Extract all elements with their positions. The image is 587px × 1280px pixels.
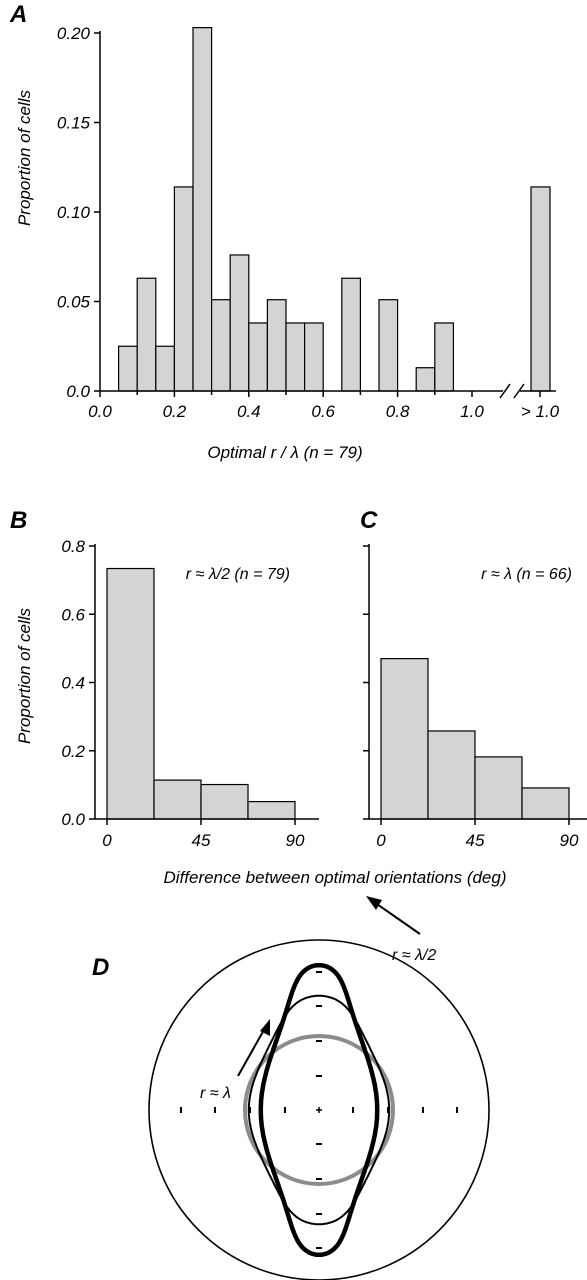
panel-c: C r ≈ λ (n = 66) 0 45 90 <box>360 507 587 850</box>
panel-b-ylabel: Proportion of cells <box>15 607 34 744</box>
panel-b-x-tick-label: 0 <box>102 831 112 850</box>
panel-a-bar <box>415 367 436 392</box>
panel-a-bar <box>341 277 361 392</box>
panel-a-bar <box>378 299 399 392</box>
panel-b-bar <box>153 779 202 820</box>
panel-a-overflow <box>530 186 551 392</box>
panel-a-letter: A <box>9 1 27 28</box>
panel-c-x-tick-label: 45 <box>466 831 485 850</box>
panel-d-label-half-lambda: r ≈ λ/2 <box>392 947 436 964</box>
panel-a-y-tick-label: 0.05 <box>57 293 91 312</box>
panel-a-ylabel: Proportion of cells <box>15 89 34 226</box>
panel-d-ticks <box>180 971 458 1249</box>
panel-a-x-tick-label: 0.0 <box>88 402 112 421</box>
panel-a-y-tick-label: 0.10 <box>57 203 91 222</box>
panel-b-axes: 0.0 0.2 0.4 0.6 0.8 0 45 90 <box>61 537 319 850</box>
panel-b-y-tick-label: 0.8 <box>61 537 85 556</box>
panel-c-bar <box>380 658 429 820</box>
panel-d-arrow-lambda <box>237 1027 266 1077</box>
shared-xlabel: Difference between optimal orientations … <box>163 868 506 887</box>
panel-d-reference-circle <box>243 1034 395 1186</box>
panel-a-y-tick-label: 0.20 <box>57 24 91 43</box>
panel-b-letter: B <box>10 507 27 534</box>
panel-b-bars <box>106 567 296 820</box>
panel-a-x-tick-label: 1.0 <box>460 402 484 421</box>
panel-a-xaxis: 0.0 0.2 0.4 0.6 0.8 1.0 > 1.0 <box>88 383 560 421</box>
panel-b-x-tick-label: 45 <box>192 831 211 850</box>
panel-a-axis-break <box>499 383 511 399</box>
panel-a-xlabel: Optimal r / λ (n = 79) <box>207 443 362 462</box>
panel-d-outer-circle <box>148 939 490 1280</box>
panel-a-bars <box>117 27 454 392</box>
panel-a-y-tick-label: 0.0 <box>66 382 90 401</box>
panel-d-arrow-half-lambda <box>373 901 421 935</box>
panel-d-letter: D <box>92 954 109 981</box>
panel-d-curve-r-half-lambda <box>258 962 380 1258</box>
panel-a-bar <box>192 27 213 392</box>
panel-a-bar <box>285 322 306 392</box>
panel-a-overflow-bar <box>530 186 551 392</box>
panel-c-bar <box>474 756 523 820</box>
panel-b-bar <box>247 800 296 820</box>
panel-a-y-tick-label: 0.15 <box>57 114 91 133</box>
panel-d: D r ≈ λ/2 r ≈ λ <box>92 896 490 1280</box>
panel-a-axis-break <box>513 383 525 399</box>
panel-d-arrowhead-half-lambda <box>366 896 382 910</box>
panel-b-y-tick-label: 0.4 <box>61 674 85 693</box>
panel-c-annotation: r ≈ λ (n = 66) <box>481 566 572 583</box>
panel-a-x-tick-label: 0.6 <box>311 402 335 421</box>
panel-c-axes: 0 45 90 <box>363 544 587 850</box>
panel-a-x-tick-label: > 1.0 <box>521 402 560 421</box>
panel-b-annotation: r ≈ λ/2 (n = 79) <box>186 566 290 583</box>
panel-c-letter: C <box>360 507 378 534</box>
panel-a-x-tick-label: 0.8 <box>386 402 410 421</box>
panel-b-y-tick-label: 0.0 <box>61 810 85 829</box>
panel-a-bar <box>211 299 231 392</box>
panel-a-bar <box>266 299 287 392</box>
panel-b-y-tick-label: 0.2 <box>61 742 85 761</box>
panel-d-curve-r-lambda <box>247 994 391 1226</box>
panel-a: A Proportion of cells Optimal r / λ (n =… <box>9 1 560 462</box>
panel-c-x-tick-label: 90 <box>560 831 579 850</box>
panel-a-bar <box>304 322 324 392</box>
panel-a-bar <box>248 322 269 392</box>
panel-b-x-tick-label: 90 <box>286 831 305 850</box>
panel-d-arrowhead-lambda <box>260 1019 270 1036</box>
panel-c-bar <box>521 787 570 820</box>
panel-a-bar <box>155 345 176 392</box>
panel-b: B Proportion of cells r ≈ λ/2 (n = 79) 0… <box>10 507 319 850</box>
panel-a-yaxis: 0.0 0.05 0.10 0.15 0.20 <box>57 24 101 401</box>
panel-a-x-tick-label: 0.2 <box>163 402 187 421</box>
panel-c-x-tick-label: 0 <box>376 831 386 850</box>
panel-a-bar <box>136 277 157 392</box>
panel-c-bar <box>427 730 476 820</box>
panel-b-bar <box>106 567 155 820</box>
panel-a-bar <box>173 186 194 392</box>
panel-c-bars <box>380 658 570 820</box>
panel-a-bar <box>117 345 138 392</box>
panel-b-y-tick-label: 0.6 <box>61 605 85 624</box>
panel-a-bar <box>229 254 250 392</box>
panel-d-label-lambda: r ≈ λ <box>200 1085 231 1102</box>
panel-a-x-tick-label: 0.4 <box>237 402 261 421</box>
panel-a-bar <box>434 322 454 392</box>
panel-b-bar <box>200 783 249 820</box>
